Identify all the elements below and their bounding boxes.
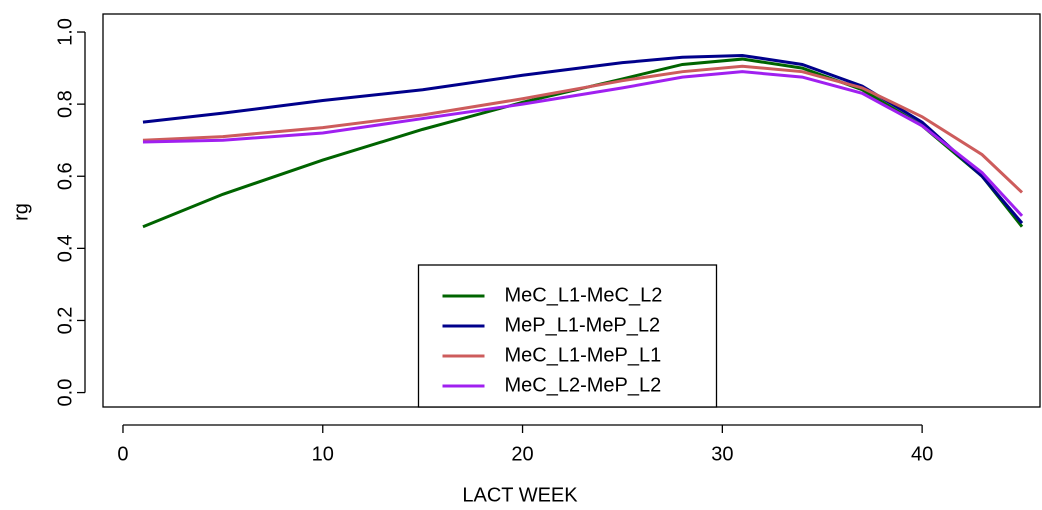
y-tick-label: 0.8 bbox=[54, 90, 76, 118]
y-tick-label: 0.0 bbox=[54, 379, 76, 407]
x-tick-label: 30 bbox=[711, 443, 733, 465]
legend-box bbox=[417, 264, 718, 408]
legend-label: MeC_L1-MeP_L1 bbox=[505, 344, 662, 366]
y-tick-label: 0.6 bbox=[54, 162, 76, 190]
y-tick-label: 0.2 bbox=[54, 307, 76, 335]
line-series bbox=[142, 70, 1024, 217]
y-axis-label: rg bbox=[10, 203, 32, 221]
x-tick-label: 20 bbox=[511, 443, 533, 465]
y-tick-label: 1.0 bbox=[54, 18, 76, 46]
line-series bbox=[142, 64, 1024, 194]
line-series bbox=[142, 57, 1024, 229]
x-axis-label: LACT WEEK bbox=[462, 484, 578, 506]
legend-label: MeC_L2-MeP_L2 bbox=[505, 374, 662, 396]
y-tick-label: 0.4 bbox=[54, 234, 76, 262]
x-tick-label: 0 bbox=[117, 443, 128, 465]
legend-label: MeC_L1-MeC_L2 bbox=[505, 284, 663, 306]
x-tick-label: 10 bbox=[312, 443, 334, 465]
x-tick-label: 40 bbox=[911, 443, 933, 465]
legend-label: MeP_L1-MeP_L2 bbox=[505, 314, 661, 336]
line-series bbox=[142, 53, 1024, 225]
